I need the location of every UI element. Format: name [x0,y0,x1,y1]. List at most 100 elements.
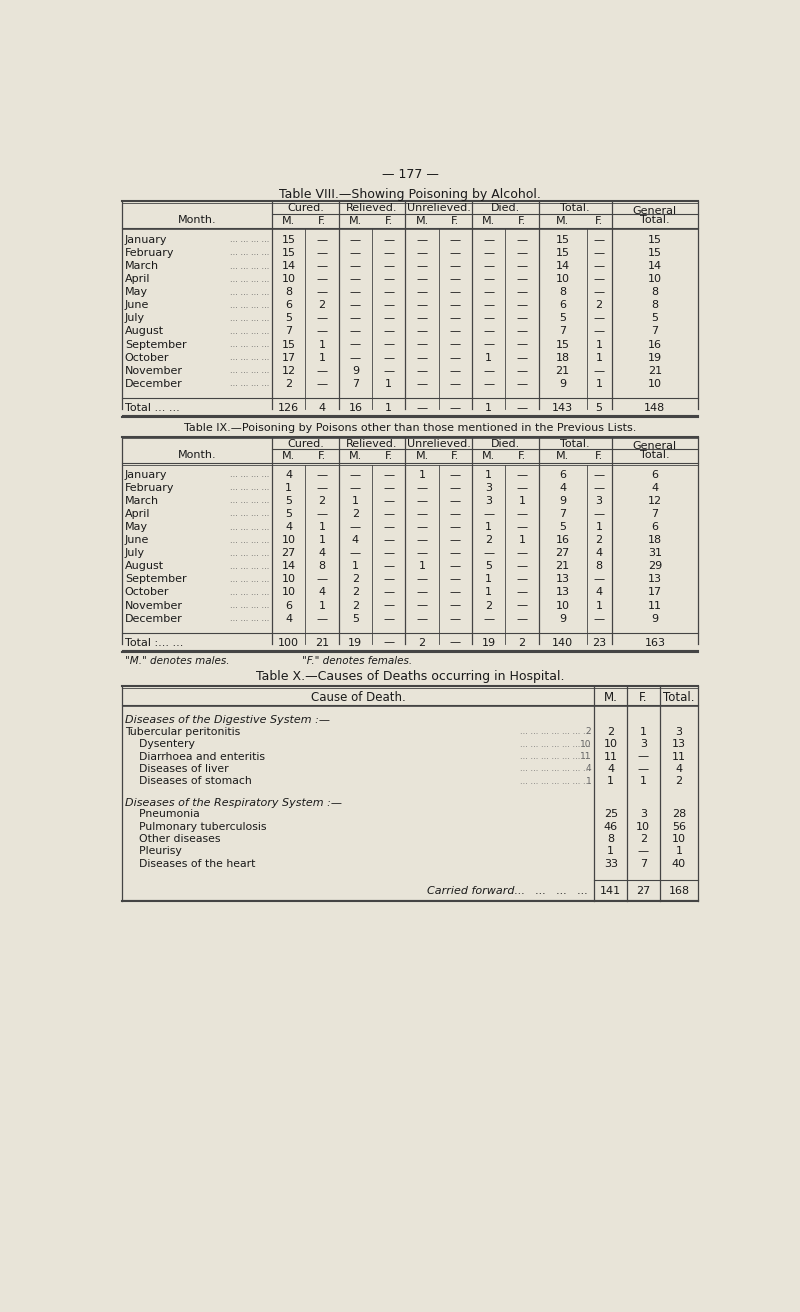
Text: —: — [383,483,394,493]
Text: 2: 2 [318,496,326,506]
Text: —: — [350,248,361,258]
Text: September: September [125,340,186,349]
Text: —: — [517,340,527,349]
Text: Cured.: Cured. [287,203,324,214]
Text: —: — [417,588,427,597]
Text: —: — [517,274,527,285]
Text: F.: F. [595,215,603,226]
Text: 5: 5 [559,314,566,323]
Text: Month.: Month. [178,215,216,224]
Text: Table X.—Causes of Deaths occurring in Hospital.: Table X.—Causes of Deaths occurring in H… [256,670,564,684]
Text: 6: 6 [559,300,566,310]
Text: 14: 14 [282,261,296,272]
Text: 141: 141 [600,886,622,896]
Text: 140: 140 [552,638,574,648]
Text: 21: 21 [556,562,570,571]
Text: 19: 19 [648,353,662,362]
Text: 13: 13 [556,575,570,584]
Text: 10: 10 [648,379,662,388]
Text: 19: 19 [348,638,362,648]
Text: M.: M. [282,451,295,462]
Text: 1: 1 [318,535,326,544]
Text: Total.: Total. [640,450,670,461]
Text: —: — [417,235,427,245]
Text: —: — [594,248,605,258]
Text: 10: 10 [556,274,570,285]
Text: —: — [417,509,427,520]
Text: ... ... ... ...: ... ... ... ... [230,483,270,492]
Text: —: — [517,403,527,413]
Text: Table IX.—Poisoning by Poisons other than those mentioned in the Previous Lists.: Table IX.—Poisoning by Poisons other tha… [184,422,636,433]
Text: —: — [517,314,527,323]
Text: 1: 1 [286,483,292,493]
Text: ... ... ... ...: ... ... ... ... [230,522,270,531]
Text: 2: 2 [318,300,326,310]
Text: —: — [450,588,461,597]
Text: 1: 1 [485,588,492,597]
Text: August: August [125,327,164,336]
Text: 1: 1 [595,522,602,533]
Text: —: — [417,403,427,413]
Text: 8: 8 [651,287,658,298]
Text: 2: 2 [352,509,359,520]
Text: 10: 10 [282,274,296,285]
Text: May: May [125,522,148,533]
Text: December: December [125,379,182,388]
Text: —: — [383,588,394,597]
Text: 126: 126 [278,403,299,413]
Text: 5: 5 [651,314,658,323]
Text: 10: 10 [282,575,296,584]
Text: ... ... ... ... ... ... ...: ... ... ... ... ... ... ... [520,752,590,761]
Text: 1: 1 [318,522,326,533]
Text: 3: 3 [485,496,492,506]
Text: 18: 18 [556,353,570,362]
Text: —: — [417,366,427,375]
Text: 1: 1 [318,353,326,362]
Text: —: — [594,483,605,493]
Text: —: — [517,353,527,362]
Text: ... ... ... ...: ... ... ... ... [230,575,270,584]
Text: June: June [125,535,149,544]
Text: 5: 5 [286,509,292,520]
Text: 1: 1 [607,777,614,786]
Text: 6: 6 [286,601,292,610]
Text: 4: 4 [559,483,566,493]
Text: 7: 7 [285,327,292,336]
Text: Unrelieved.: Unrelieved. [406,440,470,449]
Text: 17: 17 [648,588,662,597]
Text: M.: M. [556,215,570,226]
Text: —: — [450,261,461,272]
Text: 5: 5 [352,614,359,623]
Text: M.: M. [604,690,618,703]
Text: M.: M. [282,215,295,226]
Text: 7: 7 [651,509,658,520]
Text: 7: 7 [559,509,566,520]
Text: 16: 16 [648,340,662,349]
Text: —: — [450,509,461,520]
Text: —: — [483,287,494,298]
Text: ... ... ... ...: ... ... ... ... [230,535,270,544]
Text: ... ... ... ...: ... ... ... ... [230,496,270,505]
Text: —: — [517,509,527,520]
Text: Pulmonary tuberculosis: Pulmonary tuberculosis [125,821,266,832]
Text: —: — [594,470,605,480]
Text: —: — [317,261,328,272]
Text: —: — [450,638,461,648]
Text: —: — [450,601,461,610]
Text: Tubercular peritonitis: Tubercular peritonitis [125,727,240,737]
Text: —: — [383,562,394,571]
Text: M.: M. [349,215,362,226]
Text: —: — [483,614,494,623]
Text: 13: 13 [672,739,686,749]
Text: 11: 11 [648,601,662,610]
Text: 9: 9 [352,366,359,375]
Text: 6: 6 [651,522,658,533]
Text: July: July [125,314,145,323]
Text: Carried forward...   ...   ...   ...: Carried forward... ... ... ... [427,886,588,896]
Text: 23: 23 [592,638,606,648]
Text: 21: 21 [648,366,662,375]
Text: 10: 10 [636,821,650,832]
Text: —: — [594,614,605,623]
Text: —: — [450,535,461,544]
Text: —: — [383,235,394,245]
